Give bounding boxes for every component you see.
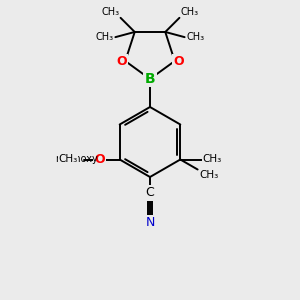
Text: CH₃: CH₃ bbox=[202, 154, 222, 164]
Text: CH₃: CH₃ bbox=[95, 32, 113, 42]
Text: CH₃: CH₃ bbox=[101, 7, 120, 17]
Text: B: B bbox=[145, 72, 155, 86]
Text: C: C bbox=[146, 187, 154, 200]
Text: CH₃: CH₃ bbox=[187, 32, 205, 42]
Text: CH₃: CH₃ bbox=[200, 170, 219, 181]
Text: O: O bbox=[94, 153, 105, 166]
Text: O: O bbox=[116, 55, 127, 68]
Text: O: O bbox=[173, 55, 184, 68]
Text: N: N bbox=[145, 217, 155, 230]
Text: CH₃: CH₃ bbox=[58, 154, 78, 164]
Text: CH₃: CH₃ bbox=[180, 7, 199, 17]
Text: methoxy: methoxy bbox=[55, 154, 98, 164]
